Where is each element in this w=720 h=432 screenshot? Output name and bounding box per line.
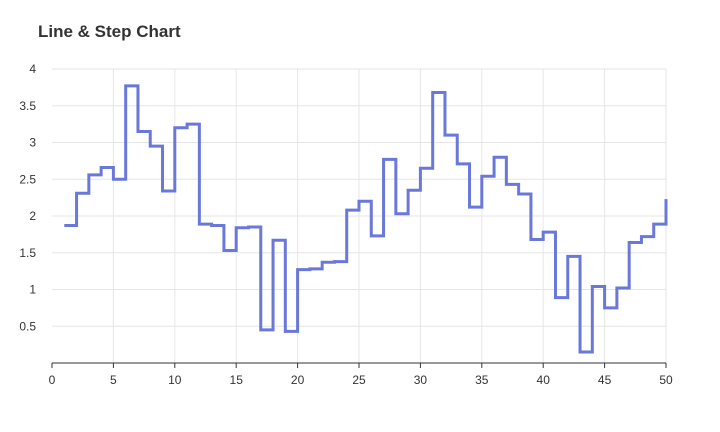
axes (51, 362, 667, 368)
x-tick-label: 20 (291, 373, 305, 387)
x-tick-label: 40 (537, 373, 551, 387)
x-tick-label: 30 (414, 373, 428, 387)
y-tick-label: 3.5 (19, 99, 36, 113)
x-tick-label: 45 (598, 373, 612, 387)
x-tick-label: 10 (168, 373, 182, 387)
y-tick-label: 2 (29, 209, 36, 223)
y-tick-label: 2.5 (19, 172, 36, 186)
tick-labels: 0 5 10 15 20 25 30 35 40 45 50 0.5 1 1.5 2 2.5 3 3.5 4 (19, 62, 673, 387)
grid-lines (52, 68, 667, 363)
y-tick-label: 1 (29, 283, 36, 297)
y-tick-label: 0.5 (19, 319, 36, 333)
y-tick-label: 4 (29, 62, 36, 76)
y-tick-label: 3 (29, 136, 36, 150)
series-group (64, 84, 668, 354)
x-tick-label: 5 (110, 373, 117, 387)
x-tick-label: 15 (230, 373, 244, 387)
series-line (64, 84, 668, 354)
x-tick-label: 50 (659, 373, 673, 387)
x-tick-label: 0 (49, 373, 56, 387)
x-tick-label: 35 (475, 373, 489, 387)
chart-title: Line & Step Chart (38, 22, 181, 41)
y-tick-label: 1.5 (19, 246, 36, 260)
x-tick-label: 25 (352, 373, 366, 387)
